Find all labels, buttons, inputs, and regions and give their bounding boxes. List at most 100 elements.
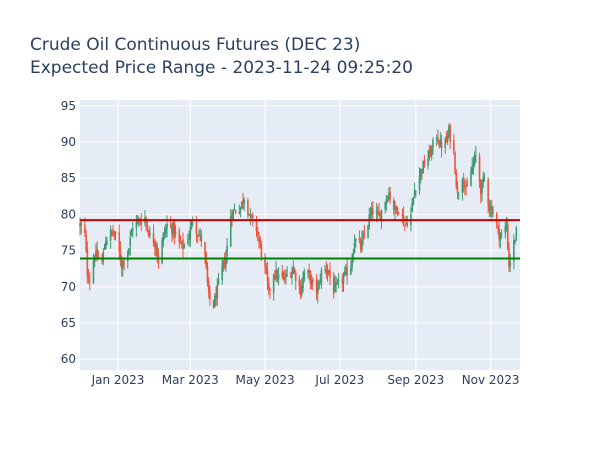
candle-body [264,256,266,267]
candle-body [275,270,277,279]
candle-body [500,234,503,235]
candle-body [285,273,287,278]
candle-body [277,274,280,280]
candle-body [505,225,508,229]
candle-body [337,279,340,282]
candle-body [130,231,133,236]
candle-body [128,247,130,253]
candle-body [111,229,113,232]
candle-body [453,140,455,151]
y-tick-label: 65 [61,316,76,330]
candle-body [427,158,429,166]
candle-body [466,184,469,186]
candle-body [85,235,87,251]
candle-body [161,240,163,264]
candle-body [396,207,399,214]
candle-body [435,138,438,140]
candle-body [394,206,396,211]
y-tick-label: 70 [61,280,76,294]
candle-body [146,224,149,229]
candle-body [310,279,313,286]
candle-body [205,253,208,268]
candle-body [260,243,263,257]
candle-body [315,280,318,292]
candle-body [508,247,510,267]
candle-body [266,270,269,282]
candle-body [214,295,216,308]
candle-body [140,222,143,225]
y-tick-label: 80 [61,207,76,221]
candle-body [155,246,157,248]
candle-body [353,243,356,253]
candle-body [448,126,450,137]
candle-body [475,155,477,156]
candle-body [282,276,285,279]
candle-body [482,176,485,182]
candle-body [471,166,474,174]
candle-body [506,223,509,249]
candle-body [514,240,516,242]
candle-body [171,226,173,234]
candle-body [101,260,103,261]
candle-body [96,248,98,259]
candle-body [152,233,155,244]
candle-body [369,213,372,216]
candle-body [406,223,409,227]
candle-body [212,300,215,308]
candle-body [204,242,206,255]
candle-body [178,230,181,242]
chart-subtitle: Expected Price Range - 2023-11-24 09:25:… [30,58,413,78]
candle-body [231,214,233,219]
candle-body [190,220,193,229]
candle-body [438,143,440,146]
candle-body [196,235,199,237]
candle-body [324,268,326,271]
candle-body [173,221,176,236]
y-tick-label: 75 [61,244,76,258]
candle-body [198,234,200,236]
candle-body [225,258,227,268]
candle-body [234,210,237,213]
candle-body [247,200,249,215]
chart-title: Crude Oil Continuous Futures (DEC 23) [30,35,360,55]
candle-body [343,271,346,276]
candle-body [294,272,297,281]
candle-body [122,260,124,268]
candle-body [182,239,184,250]
candle-body [395,206,398,210]
candle-body [456,187,459,194]
candle-body [139,220,141,223]
candle-body [299,284,302,296]
candle-body [199,233,201,236]
candle-body [421,169,423,173]
candle-body [457,194,460,196]
candle-body [515,227,518,241]
candle-body [481,180,483,194]
candle-body [465,185,467,188]
candle-body [84,224,86,234]
candle-body [372,210,374,214]
candle-body [478,156,481,182]
candle-body [242,200,244,204]
y-tick-label: 95 [61,99,76,113]
candle-body [367,225,369,238]
candle-body [258,237,260,241]
candle-body [303,271,306,280]
candle-body [240,201,243,208]
candle-body [312,279,314,283]
candle-body [188,238,190,240]
candle-body [180,240,183,243]
candle-body [200,235,203,242]
candle-body [401,214,404,216]
candle-body [341,280,344,283]
candle-body [136,220,139,223]
candle-body [479,180,482,195]
candle-body [79,223,81,227]
candle-body [112,231,114,235]
candle-body [444,138,447,148]
candle-body [298,279,301,286]
candle-body [302,277,304,288]
candle-body [361,239,363,251]
candles [79,123,518,309]
